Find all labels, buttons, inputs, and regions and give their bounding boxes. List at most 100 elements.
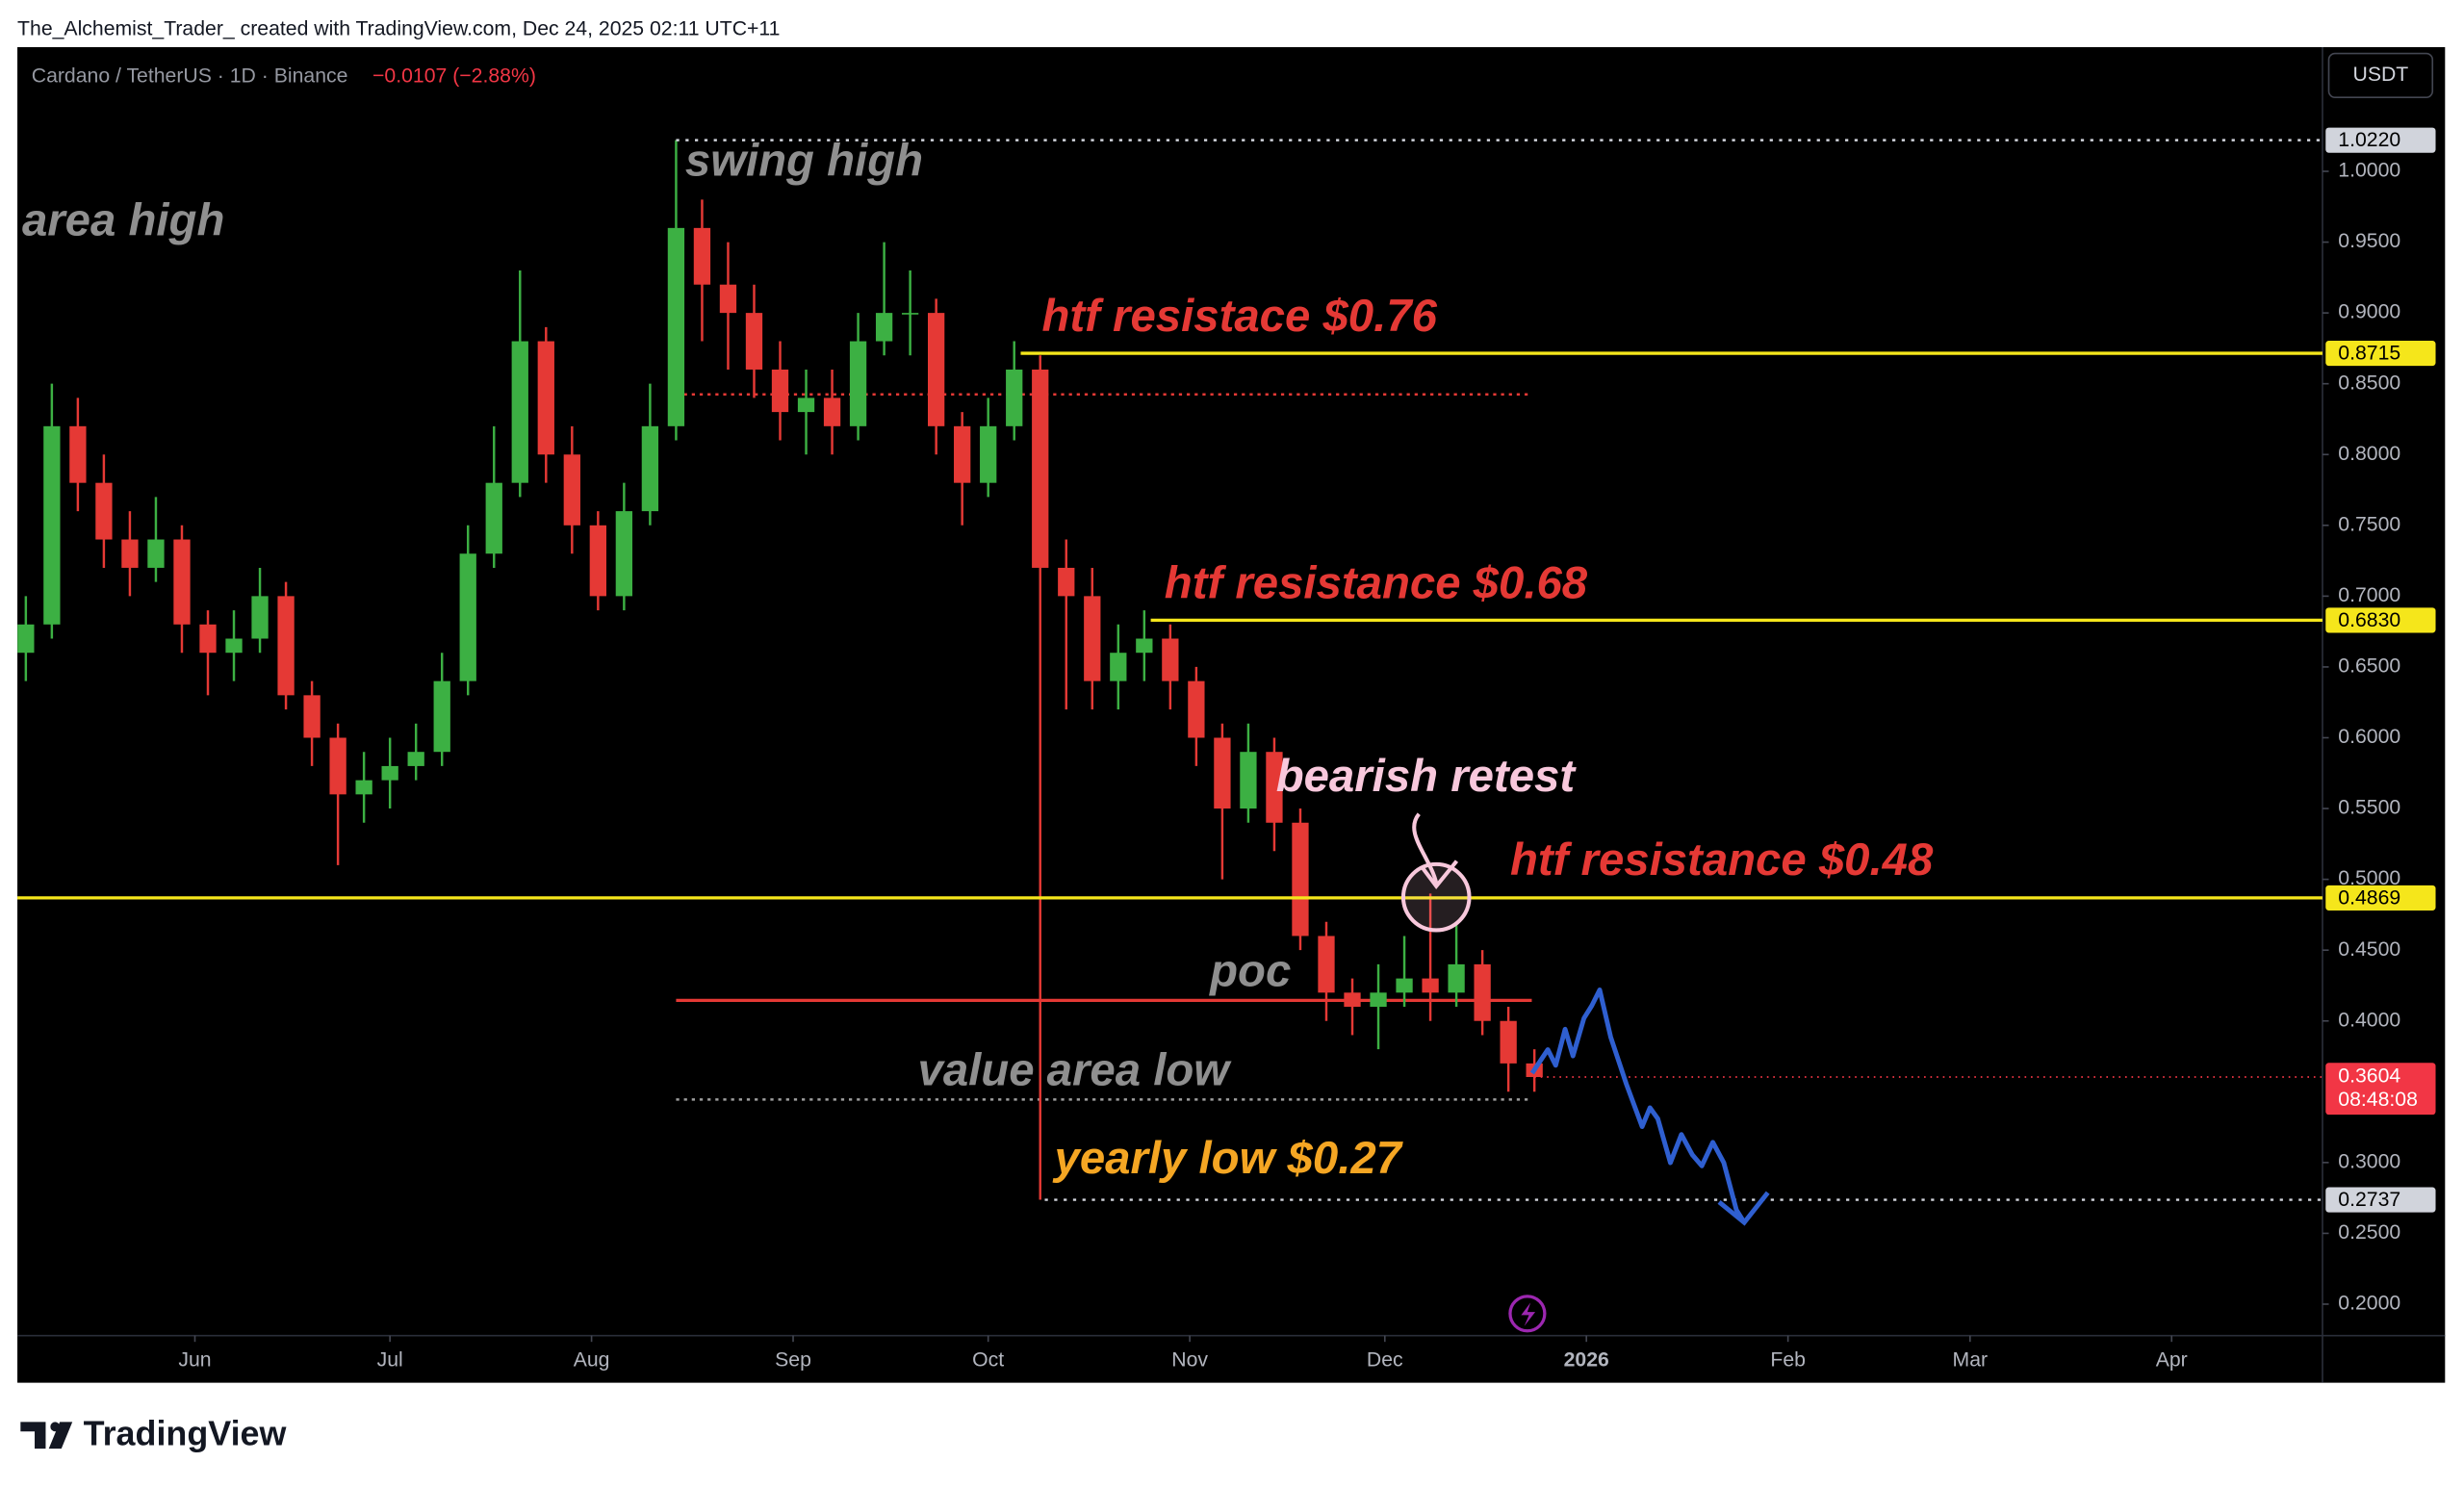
x-tick-label: Aug (574, 1348, 610, 1371)
annotation: poc (1208, 946, 1291, 997)
candle-body (1344, 992, 1361, 1008)
annotation: bearish retest (1276, 751, 1578, 802)
currency-button[interactable] (2327, 52, 2434, 99)
candle-body (745, 313, 763, 370)
candle-body (173, 539, 191, 625)
lightning-icon[interactable] (1508, 1295, 1547, 1333)
candle-body (823, 398, 841, 426)
annotation: htf resistace $0.76 (1041, 291, 1437, 342)
candle-body (1396, 978, 1413, 993)
projection-path (1529, 988, 1747, 1224)
candle-body (251, 596, 269, 639)
x-tick-label: Nov (1171, 1348, 1208, 1371)
y-tick-label: 0.5500 (2338, 797, 2400, 819)
candle-body (381, 765, 398, 781)
attribution: The_Alchemist_Trader_ created with Tradi… (17, 18, 780, 40)
plot-area (17, 139, 2323, 1201)
countdown: 08:48:08 (2338, 1089, 2418, 1111)
level-label: 1.0220 (2338, 129, 2400, 151)
annotation: htf resistance $0.68 (1165, 557, 1588, 608)
candle-body (433, 680, 450, 753)
candle-body (95, 482, 113, 540)
candle-body (459, 553, 476, 681)
annotation: htf resistance $0.48 (1510, 834, 1934, 885)
level-label-box (2325, 1187, 2436, 1213)
level-label: 0.8715 (2338, 342, 2400, 364)
level-label: 0.6830 (2338, 609, 2400, 631)
retest-circle (1400, 861, 1472, 933)
candle-body (771, 369, 789, 413)
candle-body (355, 780, 372, 795)
candle-body (693, 227, 711, 285)
y-tick-label: 0.6000 (2338, 726, 2400, 748)
candle-body (147, 539, 165, 568)
retest-arrow (1412, 812, 1439, 884)
candle-body (303, 695, 321, 738)
y-tick-label: 0.6500 (2338, 655, 2400, 678)
y-tick-label: 0.2500 (2338, 1221, 2400, 1244)
candle-body (954, 425, 971, 483)
logo-mark (20, 1422, 46, 1450)
y-tick-label: 0.9500 (2338, 230, 2400, 252)
candle-body (1422, 978, 1439, 993)
y-tick-label: 0.4000 (2338, 1009, 2400, 1031)
candle-body (1500, 1020, 1517, 1064)
y-tick-label: 0.9000 (2338, 301, 2400, 323)
candle-body (641, 425, 659, 512)
candle-body (875, 313, 893, 342)
last-price-box (2325, 1063, 2436, 1116)
chart-background (17, 46, 2446, 1383)
candle-body (980, 425, 997, 483)
currency: USDT (2352, 64, 2408, 86)
candle-body (1162, 638, 1179, 681)
x-tick-label: Oct (972, 1348, 1004, 1371)
x-tick-label: Dec (1367, 1348, 1403, 1371)
candle-body (407, 752, 424, 766)
candle-body (17, 624, 35, 654)
x-tick-label: Apr (2156, 1348, 2188, 1371)
y-tick-label: 1.0000 (2338, 160, 2400, 182)
y-tick-label: 0.5000 (2338, 867, 2400, 889)
candle-body (1006, 369, 1023, 426)
level-label-box (2325, 885, 2436, 911)
logo-slash (48, 1422, 73, 1450)
annotation: area high (22, 194, 224, 245)
candle-body (667, 227, 685, 426)
candle-body (1292, 822, 1309, 936)
level-label: 0.4869 (2338, 886, 2400, 909)
level-label-box (2325, 607, 2436, 633)
x-tick-label: Mar (1953, 1348, 1989, 1371)
candle-body (277, 596, 295, 696)
annotation: yearly low $0.27 (1053, 1133, 1404, 1184)
candle-body (1058, 567, 1075, 597)
candle-body (797, 398, 815, 413)
projection-arrowhead (1717, 1191, 1770, 1226)
candle-body (1188, 680, 1205, 738)
lightning-bolt (1521, 1302, 1536, 1326)
candle-body (615, 511, 633, 597)
x-tick-label: Feb (1770, 1348, 1806, 1371)
level-label: 0.2737 (2338, 1189, 2400, 1211)
candle-body (199, 624, 217, 654)
candle-body (927, 313, 945, 426)
candle-body (1032, 369, 1049, 568)
y-tick-label: 0.2000 (2338, 1293, 2400, 1315)
y-tick-label: 0.3000 (2338, 1150, 2400, 1172)
candle-body (849, 341, 867, 426)
candle-body (719, 284, 737, 314)
candle-body (1136, 638, 1153, 654)
candle-body (1370, 992, 1387, 1008)
level-label-box (2325, 127, 2436, 153)
candle-body (329, 737, 346, 795)
candle-body (589, 525, 606, 597)
candle-body (511, 341, 528, 483)
candle-body (69, 425, 87, 483)
last-price-label: 0.3604 (2338, 1065, 2400, 1088)
y-tick-label: 0.4500 (2338, 938, 2400, 961)
candle-body (1266, 752, 1283, 823)
candle-body (537, 341, 554, 455)
candle-body (1474, 963, 1491, 1021)
candle-body (485, 482, 502, 554)
